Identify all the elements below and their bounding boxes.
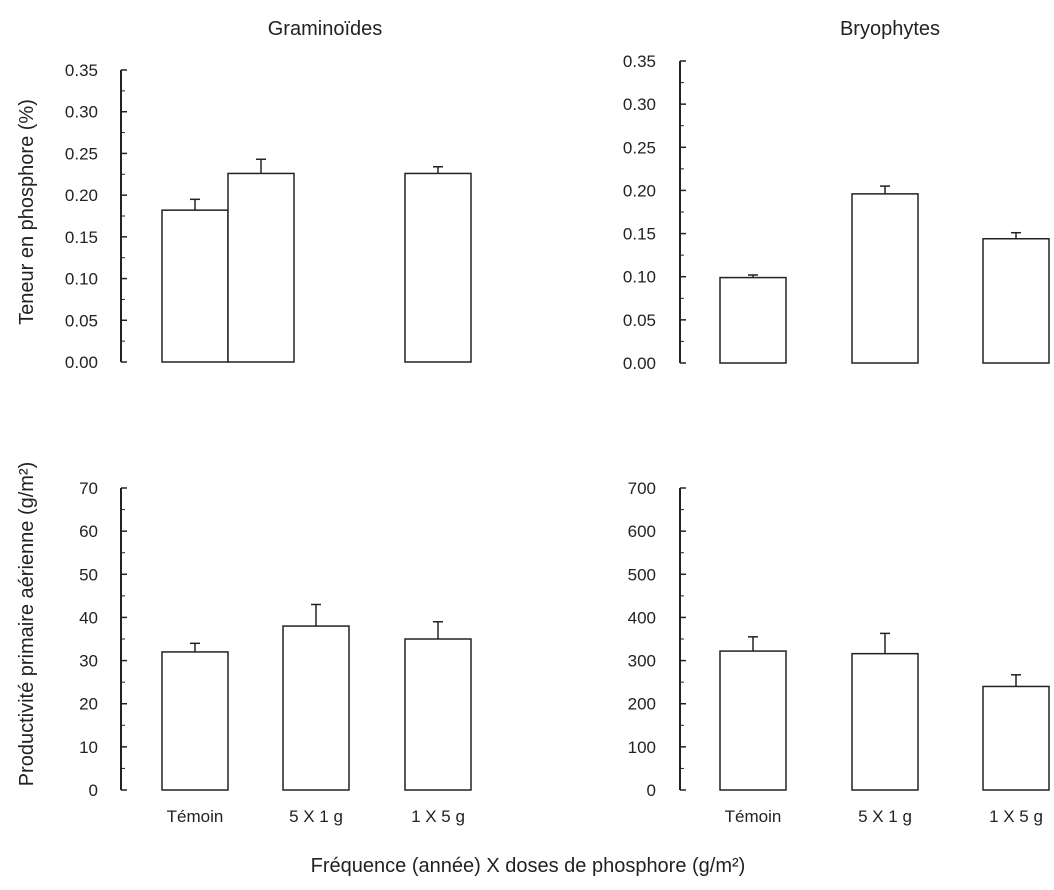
bar [404,638,472,791]
bar [404,172,472,363]
x-tick-label: 5 X 1 g [289,807,343,826]
y-axis-label-top: Teneur en phosphore (%) [16,99,38,325]
bar [982,685,1050,791]
bar [161,209,229,363]
y-tick-label: 0.20 [65,186,98,205]
bar [227,172,295,363]
y-tick-label: 700 [628,479,656,498]
x-tick-label: 5 X 1 g [858,807,912,826]
y-tick-label: 0 [647,781,656,800]
y-tick-label: 50 [79,565,98,584]
y-tick-label: 60 [79,522,98,541]
y-tick-label: 0 [89,781,98,800]
bar [161,651,229,791]
y-tick-label: 0.10 [623,268,656,287]
x-axis-label: Fréquence (année) X doses de phosphore (… [311,855,746,877]
y-tick-label: 0.05 [65,311,98,330]
y-tick-label: 0.25 [623,138,656,157]
x-tick-label: 1 X 5 g [411,807,465,826]
x-tick-label: Témoin [167,807,224,826]
panel-title: Bryophytes [840,18,940,40]
bar [719,650,787,791]
y-tick-label: 0.05 [623,311,656,330]
y-tick-label: 0.20 [623,181,656,200]
bar [982,237,1050,364]
bar [851,193,919,364]
bar [851,652,919,791]
panel-title: Graminoïdes [268,18,383,40]
y-tick-label: 40 [79,608,98,627]
y-tick-label: 500 [628,565,656,584]
y-tick-label: 0.15 [65,228,98,247]
y-tick-label: 0.35 [623,52,656,71]
y-tick-label: 0.35 [65,61,98,80]
y-tick-label: 0.30 [623,95,656,114]
y-tick-label: 10 [79,738,98,757]
y-tick-label: 200 [628,695,656,714]
x-tick-label: Témoin [725,807,782,826]
y-axis-label-bottom: Productivité primaire aérienne (g/m²) [16,462,38,787]
chart-panel-1: Graminoïdes 0.00 0.05 0.10 0.15 0.20 0.25 0.30 0… [65,18,472,372]
y-tick-label: 0.25 [65,144,98,163]
y-tick-label: 0.10 [65,270,98,289]
y-tick-label: 0.00 [65,353,98,372]
y-tick-label: 100 [628,738,656,757]
y-tick-label: 70 [79,479,98,498]
y-tick-label: 30 [79,652,98,671]
chart-panel-2: Bryophytes 0.00 0.05 0.10 0.15 0.20 0.25 0.30 0.… [623,18,1050,373]
y-tick-label: 0.15 [623,225,656,244]
y-tick-label: 600 [628,522,656,541]
y-tick-label: 0.30 [65,103,98,122]
chart-panel-4: 0 100 200 300 400 500 600 700 Témoin 5 X 1 g 1 X 5… [628,479,1050,826]
chart-panel-3: 0 10 20 30 40 50 60 70 Témoin 5 X 1 g 1 X 5 g [79,479,472,826]
y-tick-label: 0.00 [623,354,656,373]
y-tick-label: 400 [628,608,656,627]
bar [282,625,350,791]
y-tick-label: 300 [628,652,656,671]
x-tick-label: 1 X 5 g [989,807,1043,826]
y-tick-label: 20 [79,695,98,714]
bar [719,276,787,364]
